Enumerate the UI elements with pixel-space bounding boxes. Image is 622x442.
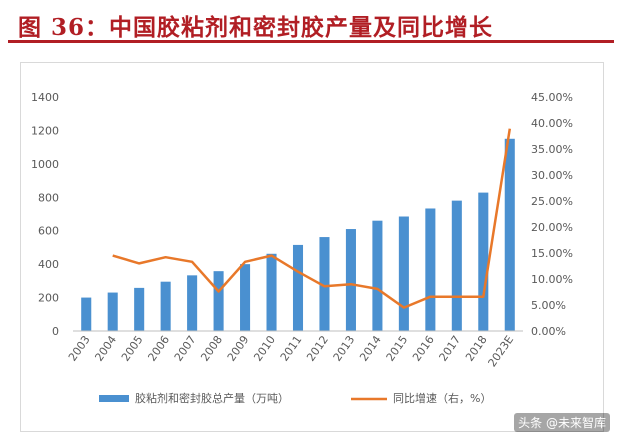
x-tick-label: 2010 bbox=[251, 333, 278, 363]
y-right-tick-label: 5.00% bbox=[531, 299, 566, 312]
bar bbox=[398, 216, 409, 331]
y-right-tick-label: 0.00% bbox=[531, 325, 566, 338]
x-tick-label: 2023E bbox=[486, 333, 517, 369]
watermark: 头条 @未来智库 bbox=[514, 413, 610, 432]
bar bbox=[319, 237, 330, 331]
bar bbox=[107, 292, 118, 331]
y-left-tick-label: 1400 bbox=[31, 91, 59, 104]
bar bbox=[266, 253, 277, 331]
bar bbox=[345, 229, 356, 331]
bar bbox=[425, 208, 436, 331]
bar bbox=[504, 138, 515, 331]
y-left-tick-label: 1000 bbox=[31, 158, 59, 171]
bar bbox=[213, 271, 224, 331]
bar bbox=[372, 220, 383, 331]
bar bbox=[292, 244, 304, 331]
x-tick-label: 2004 bbox=[92, 333, 119, 363]
y-left-tick-label: 200 bbox=[38, 292, 59, 305]
x-tick-label: 2016 bbox=[410, 333, 437, 363]
y-left-tick-label: 400 bbox=[38, 258, 59, 271]
x-tick-label: 2009 bbox=[225, 333, 252, 363]
bar bbox=[81, 297, 92, 331]
y-right-tick-label: 10.00% bbox=[531, 273, 573, 286]
bar bbox=[160, 281, 171, 331]
bar bbox=[240, 264, 251, 331]
x-tick-label: 2013 bbox=[331, 333, 358, 363]
x-tick-label: 2017 bbox=[437, 333, 464, 363]
figure-title-bar: 图 36：中国胶粘剂和密封胶产量及同比增长 bbox=[8, 6, 614, 43]
growth-line bbox=[112, 128, 512, 309]
y-left-tick-label: 1200 bbox=[31, 124, 59, 137]
x-tick-label: 2008 bbox=[198, 333, 225, 363]
legend-label-bar: 胶粘剂和密封胶总产量（万吨） bbox=[135, 391, 289, 405]
y-right-tick-label: 35.00% bbox=[531, 143, 573, 156]
y-left-tick-label: 800 bbox=[38, 191, 59, 204]
x-tick-label: 2018 bbox=[463, 333, 490, 363]
bar bbox=[478, 192, 489, 331]
y-right-tick-label: 45.00% bbox=[531, 91, 573, 104]
x-tick-label: 2012 bbox=[304, 333, 331, 363]
y-left-tick-label: 600 bbox=[38, 225, 59, 238]
bar bbox=[187, 275, 198, 331]
chart-svg: 0 200 400 600 800 1000 1200 1400 0.00% 5.00% 10.00… bbox=[31, 91, 573, 405]
legend-swatch-bar bbox=[99, 395, 129, 402]
y-left-tick-label: 0 bbox=[52, 325, 59, 338]
x-tick-label: 2007 bbox=[172, 333, 199, 363]
bar bbox=[451, 200, 462, 331]
figure-title: 图 36：中国胶粘剂和密封胶产量及同比增长 bbox=[18, 14, 494, 41]
x-tick-label: 2003 bbox=[66, 333, 93, 363]
y-right-tick-label: 30.00% bbox=[531, 169, 573, 182]
y-right-tick-label: 15.00% bbox=[531, 247, 573, 260]
y-right-tick-label: 25.00% bbox=[531, 195, 573, 208]
x-tick-label: 2014 bbox=[357, 333, 384, 363]
legend-label-line: 同比增速（右，%） bbox=[393, 391, 491, 405]
y-right-tick-label: 20.00% bbox=[531, 221, 573, 234]
x-tick-label: 2011 bbox=[278, 333, 305, 363]
x-tick-label: 2015 bbox=[384, 333, 411, 363]
y-right-tick-label: 40.00% bbox=[531, 117, 573, 130]
chart-frame: 0 200 400 600 800 1000 1200 1400 0.00% 5.00% 10.00… bbox=[20, 62, 604, 432]
bar bbox=[134, 287, 145, 331]
x-tick-label: 2005 bbox=[119, 333, 146, 363]
x-tick-label: 2006 bbox=[145, 333, 172, 363]
